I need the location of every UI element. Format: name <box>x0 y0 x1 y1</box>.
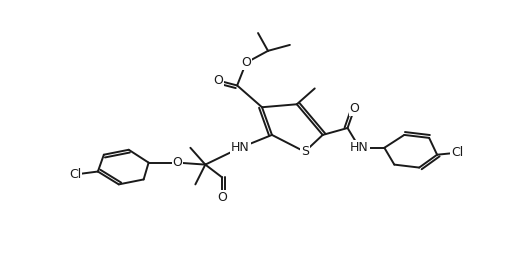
Text: S: S <box>301 145 309 158</box>
Text: O: O <box>213 74 223 87</box>
Text: Cl: Cl <box>69 168 81 181</box>
Text: O: O <box>217 191 227 204</box>
Text: Cl: Cl <box>451 146 463 159</box>
Text: O: O <box>173 156 182 169</box>
Text: O: O <box>241 56 251 69</box>
Text: O: O <box>350 102 359 115</box>
Text: HN: HN <box>350 141 369 154</box>
Text: HN: HN <box>231 141 250 154</box>
